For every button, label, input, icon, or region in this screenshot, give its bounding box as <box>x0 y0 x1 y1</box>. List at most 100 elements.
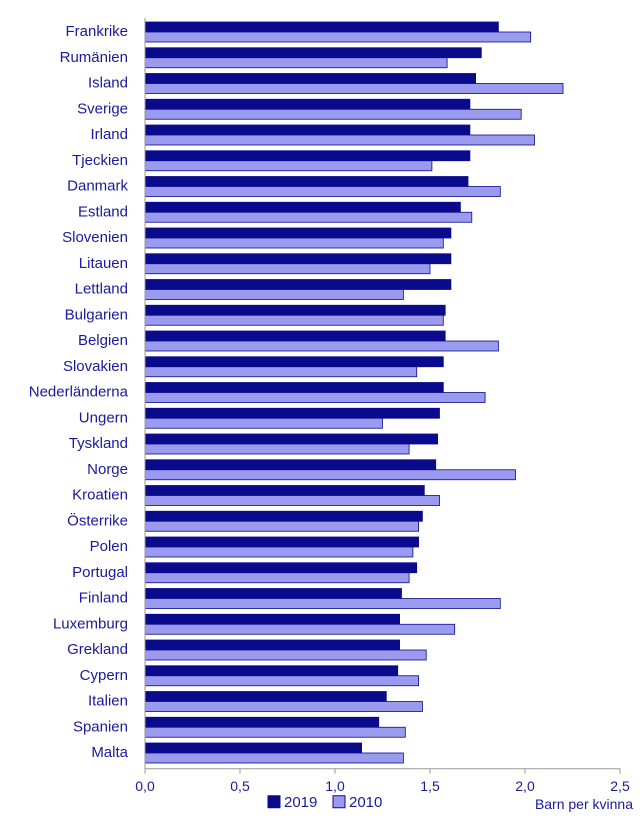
category-label: Rumänien <box>60 49 128 66</box>
bar-2010-23 <box>144 623 456 635</box>
bar-2010-4 <box>144 134 535 146</box>
bar-2010-16 <box>144 443 410 455</box>
bar-2019-3 <box>144 98 471 110</box>
category-label: Tjeckien <box>72 152 128 169</box>
category-labels: Frankrike Rumänien Island Sverige Irland Tjec… <box>29 23 129 761</box>
bar-2010-6 <box>144 186 501 197</box>
category-label: Spanien <box>73 718 128 735</box>
bar-2010-2 <box>144 83 564 94</box>
bar-2010-22 <box>144 598 501 609</box>
bar-2010-18 <box>144 495 440 506</box>
category-label: Irland <box>90 126 128 143</box>
x-tick-label: 0,0 <box>135 778 155 794</box>
bar-2019-9 <box>144 253 452 265</box>
category-label: Ungern <box>79 409 128 426</box>
bar-2019-28 <box>144 742 363 754</box>
bar-2010-19 <box>144 520 420 532</box>
bar-2019-24 <box>144 639 401 651</box>
category-label: Cypern <box>80 667 128 684</box>
category-label: Grekland <box>67 641 128 658</box>
bar-2010-9 <box>144 263 431 275</box>
legend-swatch-2010 <box>332 795 346 809</box>
bar-2019-10 <box>144 279 452 290</box>
bar-2010-12 <box>144 340 499 352</box>
bar-2019-11 <box>144 304 446 316</box>
category-label: Polen <box>90 538 128 555</box>
bar-2019-14 <box>144 382 444 393</box>
bar-2019-19 <box>144 510 423 522</box>
bar-2019-13 <box>144 356 444 368</box>
bar-2019-16 <box>144 433 439 445</box>
category-label: Kroatien <box>72 487 128 504</box>
category-label: Slovenien <box>62 229 128 246</box>
bar-2019-25 <box>144 665 399 677</box>
category-label: Österrike <box>67 511 128 529</box>
bar-2019-12 <box>144 330 446 342</box>
bar-2010-13 <box>144 366 418 378</box>
x-tick-label: 2,0 <box>515 778 535 794</box>
category-label: Lettland <box>75 281 128 298</box>
bar-2010-10 <box>144 289 404 300</box>
category-label: Danmark <box>67 178 128 195</box>
bar-2010-3 <box>144 108 522 120</box>
bar-2019-26 <box>144 691 387 702</box>
bar-2010-17 <box>144 469 516 481</box>
bars-group <box>144 21 564 764</box>
bar-2010-0 <box>144 31 532 43</box>
category-label: Belgien <box>78 332 128 349</box>
category-label: Sverige <box>77 100 128 117</box>
bar-2019-23 <box>144 613 401 625</box>
bar-2010-15 <box>144 417 383 429</box>
legend: 2019 2010 <box>267 794 382 811</box>
legend-label-2010: 2010 <box>349 794 382 811</box>
bar-2010-11 <box>144 314 444 326</box>
category-label: Litauen <box>79 255 128 272</box>
category-label: Finland <box>79 590 128 607</box>
bar-2010-7 <box>144 211 473 223</box>
bar-2019-8 <box>144 227 452 239</box>
category-label: Norge <box>87 461 128 478</box>
bar-2010-8 <box>144 237 444 249</box>
x-tick-label: 1,5 <box>420 778 440 794</box>
bar-2019-18 <box>144 485 425 496</box>
bar-2010-25 <box>144 675 420 687</box>
category-label: Island <box>88 75 128 92</box>
bar-2019-5 <box>144 150 471 162</box>
x-tick-label: 1,0 <box>325 778 345 794</box>
bar-2019-21 <box>144 562 418 574</box>
category-label: Estland <box>78 203 128 220</box>
bar-2019-22 <box>144 588 402 599</box>
bar-2010-21 <box>144 572 410 584</box>
bar-2019-7 <box>144 201 461 213</box>
x-tick-label: 0,5 <box>230 778 250 794</box>
bar-2019-2 <box>144 73 477 84</box>
bar-2010-14 <box>144 392 486 403</box>
category-label: Italien <box>88 693 128 710</box>
category-label: Portugal <box>72 564 128 581</box>
bar-2010-1 <box>144 57 448 69</box>
x-axis: 0,0 0,5 1,0 1,5 2,0 2,5 <box>135 768 630 794</box>
category-label: Malta <box>91 744 128 761</box>
category-label: Slovakien <box>63 358 128 375</box>
bar-2019-4 <box>144 124 471 136</box>
bar-2019-15 <box>144 407 440 419</box>
category-label: Tyskland <box>69 435 128 452</box>
bar-2010-26 <box>144 701 423 712</box>
category-label: Nederländerna <box>29 384 129 401</box>
x-tick-label: 2,5 <box>610 778 630 794</box>
bar-2019-27 <box>144 716 380 728</box>
bar-2010-20 <box>144 546 414 558</box>
x-axis-title: Barn per kvinna <box>535 796 633 812</box>
bar-2019-1 <box>144 47 482 59</box>
category-label: Luxemburg <box>53 615 128 632</box>
category-label: Frankrike <box>65 23 128 40</box>
bar-2019-0 <box>144 21 499 33</box>
bar-2010-28 <box>144 752 404 764</box>
bar-2019-20 <box>144 536 420 548</box>
category-label: Bulgarien <box>65 306 128 323</box>
bar-2010-24 <box>144 649 427 661</box>
legend-swatch-2019 <box>267 795 281 809</box>
legend-label-2019: 2019 <box>284 794 317 811</box>
bar-2010-5 <box>144 160 433 172</box>
